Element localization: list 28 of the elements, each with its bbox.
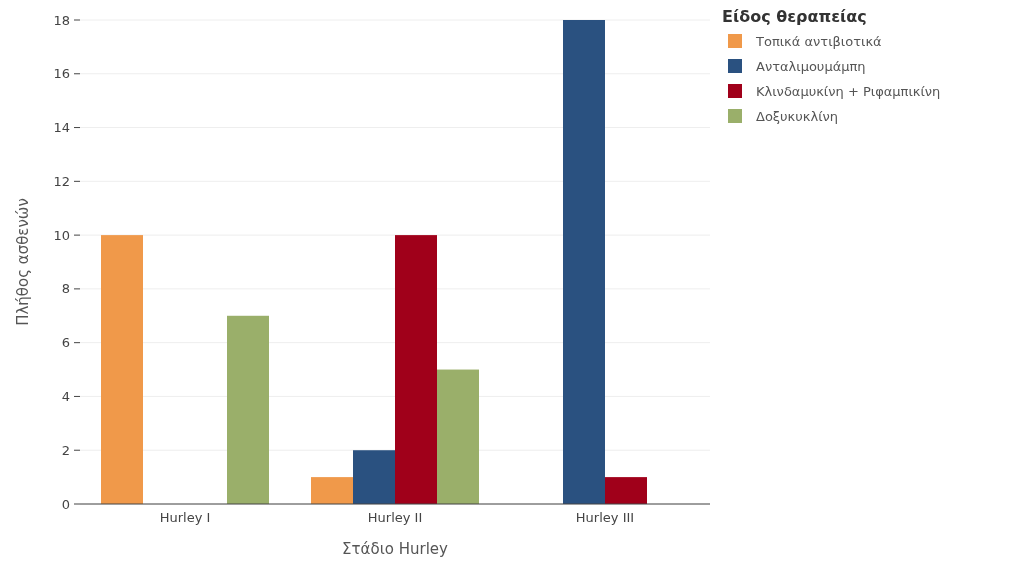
y-tick-label: 12 bbox=[53, 173, 70, 189]
y-tick-label: 14 bbox=[53, 120, 70, 136]
bar bbox=[101, 235, 143, 504]
bar bbox=[311, 477, 353, 504]
y-tick-label: 10 bbox=[53, 227, 70, 243]
legend-title: Είδος θεραπείας bbox=[722, 7, 867, 26]
legend-label: Δοξυκυκλίνη bbox=[756, 108, 839, 124]
bar bbox=[227, 315, 269, 504]
y-tick-label: 0 bbox=[61, 496, 70, 512]
y-tick-label: 16 bbox=[53, 66, 70, 82]
legend-label: Κλινδαμυκίνη + Ριφαμπικίνη bbox=[756, 83, 941, 99]
y-tick-label: 8 bbox=[61, 281, 70, 297]
y-axis-title: Πλήθος ασθενών bbox=[14, 198, 32, 326]
x-tick-label: Hurley I bbox=[159, 510, 211, 525]
bar bbox=[605, 477, 647, 504]
bar bbox=[395, 235, 437, 504]
y-tick-label: 18 bbox=[53, 12, 70, 28]
x-axis-title: Στάδιο Hurley bbox=[342, 540, 449, 558]
bar bbox=[353, 450, 395, 504]
legend-label: Τοπικά αντιβιοτικά bbox=[755, 33, 882, 49]
bar bbox=[437, 369, 479, 504]
x-tick-label: Hurley II bbox=[367, 510, 423, 525]
y-tick-label: 2 bbox=[61, 442, 70, 458]
y-tick-label: 4 bbox=[61, 388, 70, 404]
bar bbox=[563, 20, 605, 504]
legend-label: Ανταλιμουμάμπη bbox=[756, 58, 866, 74]
y-tick-label: 6 bbox=[61, 335, 70, 351]
x-tick-label: Hurley III bbox=[575, 510, 635, 525]
